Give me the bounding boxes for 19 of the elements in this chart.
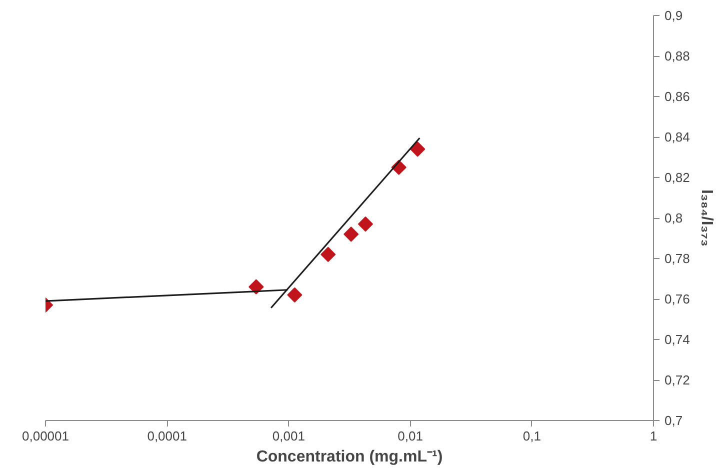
y-tick-label: 0,76 — [664, 292, 690, 306]
x-tick-label: 0,0001 — [147, 428, 187, 444]
y-tick-label: 0,84 — [664, 130, 690, 144]
y-tick-label: 0,82 — [664, 170, 690, 185]
y-axis-title: I₃₈₄/I₃₇₃ — [698, 189, 715, 247]
x-tick-label: 0,01 — [398, 428, 423, 444]
x-tick-label: 1 — [650, 428, 658, 444]
y-tick-label: 0,78 — [664, 251, 690, 266]
y-tick-label: 0,8 — [664, 210, 683, 226]
y-tick-label: 0,88 — [664, 48, 690, 64]
y-tick-label: 0,86 — [664, 89, 690, 104]
x-tick-label: 0,00001 — [22, 428, 70, 444]
y-tick-label: 0,72 — [664, 372, 690, 388]
x-tick-label: 0,001 — [272, 428, 305, 444]
y-tick-label: 0,7 — [664, 413, 683, 428]
y-tick-label: 0,74 — [664, 332, 690, 347]
x-axis-title: Concentration (mg.mL⁻¹) — [256, 448, 443, 466]
x-tick-label: 0,1 — [522, 428, 541, 444]
y-tick-label: 0,9 — [664, 8, 683, 23]
